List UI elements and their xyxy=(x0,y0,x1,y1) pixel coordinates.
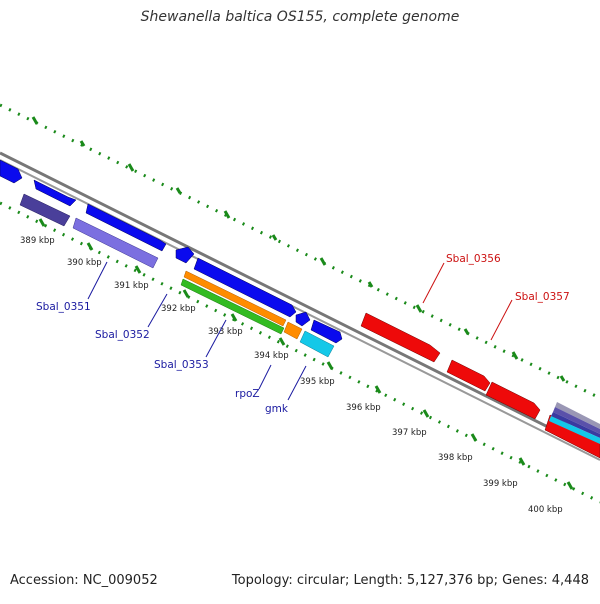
tick-label-395: 395 kbp xyxy=(300,377,335,387)
tick-label-397: 397 kbp xyxy=(392,428,427,438)
gene-label-sbal0352[interactable]: Sbal_0352 xyxy=(95,329,150,341)
accession-text: Accession: NC_009052 xyxy=(10,573,158,588)
tick-label-391: 391 kbp xyxy=(114,281,149,291)
right-edge-tracks xyxy=(549,402,600,444)
label-leader-lines xyxy=(87,261,513,401)
cds-sbal0350-arrow xyxy=(0,159,23,184)
tick-label-396: 396 kbp xyxy=(346,403,381,413)
inner-major-ticks xyxy=(38,218,574,490)
track-light-purple xyxy=(72,217,159,269)
track-green xyxy=(180,278,285,335)
forward-cds-track xyxy=(0,159,343,344)
cds-sbal0357b-arrow xyxy=(485,381,541,420)
tick-label-398: 398 kbp xyxy=(438,453,473,463)
topology-text: Topology: circular; Length: 5,127,376 bp… xyxy=(231,573,589,588)
edge-track-grey xyxy=(555,402,600,429)
gene-label-rpoz[interactable]: rpoZ xyxy=(235,388,260,400)
kbp-labels: 389 kbp 390 kbp 391 kbp 392 kbp 393 kbp … xyxy=(20,236,563,515)
gene-label-sbal0351[interactable]: Sbal_0351 xyxy=(36,301,91,313)
cds-small-arrow xyxy=(295,311,311,327)
gene-label-sbal0357[interactable]: Sbal_0357 xyxy=(515,291,570,303)
cds-sbal0357a-arrow xyxy=(446,359,491,392)
cds-sbal0353-arrow xyxy=(175,246,195,264)
track-orange-small xyxy=(283,321,303,340)
gene-label-sbal0353[interactable]: Sbal_0353 xyxy=(154,359,209,371)
gene-label-sbal0356[interactable]: Sbal_0356 xyxy=(446,253,501,265)
genome-title: Shewanella baltica OS155, complete genom… xyxy=(140,9,460,25)
edge-track-purple xyxy=(553,407,600,434)
outer-major-ticks xyxy=(31,116,566,382)
track-cyan-gmk xyxy=(299,330,335,358)
edge-track-blue xyxy=(551,412,600,438)
tick-label-394: 394 kbp xyxy=(254,351,289,361)
tick-label-389: 389 kbp xyxy=(20,236,55,246)
outer-scale-line xyxy=(0,103,600,400)
gene-label-gmk[interactable]: gmk xyxy=(265,403,289,415)
cds-rpoz-block xyxy=(193,257,297,318)
tick-label-393: 393 kbp xyxy=(208,327,243,337)
cds-gmk-block xyxy=(310,319,343,344)
feature-tracks xyxy=(19,193,335,358)
cds-sbal0356-arrow xyxy=(360,312,441,363)
tick-label-400: 400 kbp xyxy=(528,505,563,515)
inner-scale-line xyxy=(0,201,600,504)
gene-labels: Sbal_0351 Sbal_0352 Sbal_0353 rpoZ gmk S… xyxy=(36,253,570,415)
cds-sbal0352-arrow xyxy=(85,203,167,252)
tick-label-399: 399 kbp xyxy=(483,479,518,489)
tick-label-390: 390 kbp xyxy=(67,258,102,268)
edge-track-cyan xyxy=(549,416,600,444)
cds-sbal0351-arrow xyxy=(33,179,77,207)
red-genes xyxy=(360,312,600,459)
track-dark-purple xyxy=(19,193,71,227)
tick-label-392: 392 kbp xyxy=(161,304,196,314)
backbone-outer xyxy=(0,151,600,455)
track-orange xyxy=(183,270,287,327)
